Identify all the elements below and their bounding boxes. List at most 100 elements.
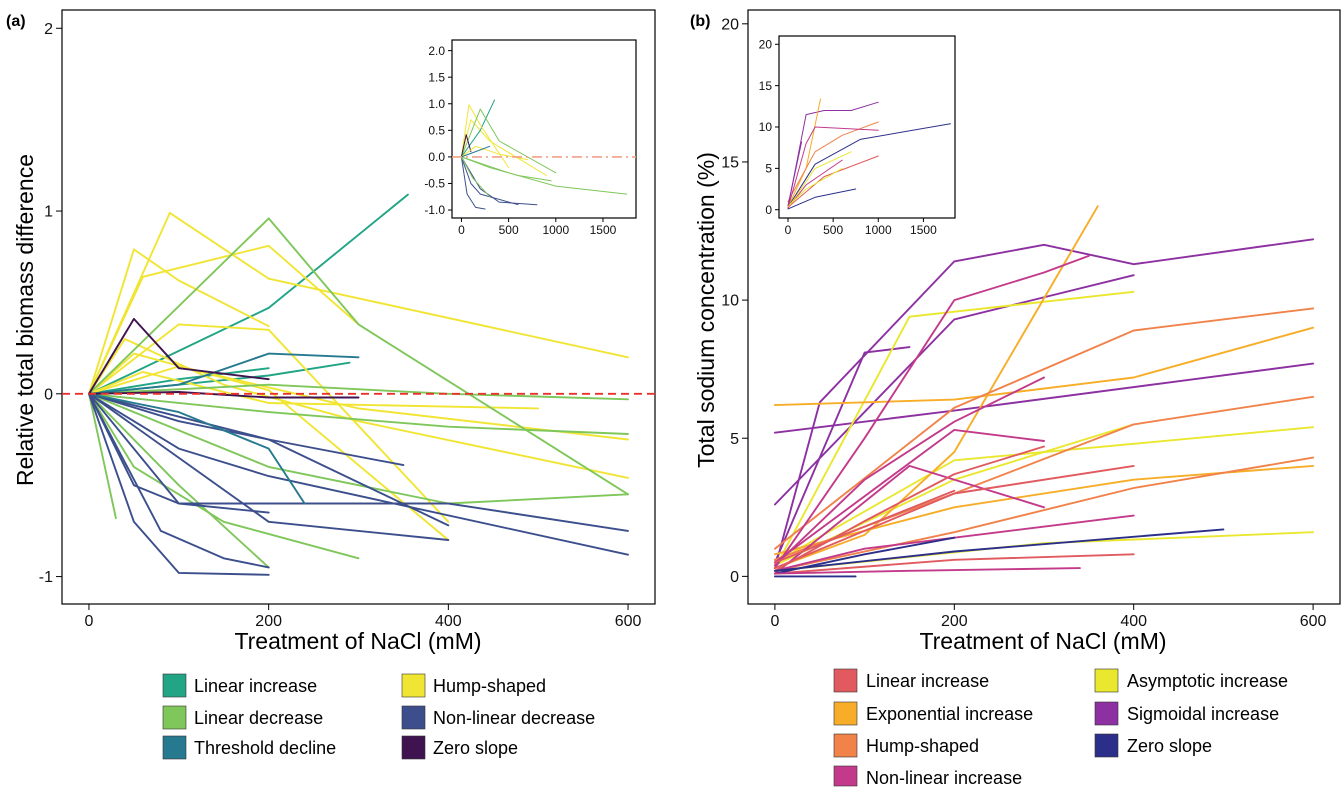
panel-a-series-line (88, 392, 306, 505)
legend-label: Non-linear increase (866, 768, 1022, 787)
panel-a-series-line (88, 317, 270, 395)
panel-a-series-line (88, 391, 360, 399)
legend-swatch (833, 765, 858, 787)
panel-b-inset-ytick-label: 0 (765, 203, 772, 217)
panel-a-series-line (88, 392, 270, 514)
panel-a-series-line (88, 392, 629, 556)
panel-b-series-line (773, 445, 1045, 572)
panel-a-inset-ytick-label: 1.0 (428, 97, 445, 111)
panel-b-inset-ytick-label: 20 (759, 37, 773, 51)
panel-b-inset-series-line (787, 101, 879, 208)
panel-b-series-line (773, 290, 1135, 570)
legend-label: Exponential increase (866, 704, 1033, 724)
panel-a-label: (a) (6, 13, 26, 30)
panel-b-label: (b) (690, 13, 710, 30)
panel-a-inset-series-line (460, 156, 538, 206)
panel-a-inset-series-line (460, 156, 519, 206)
panel-b-inset-series-line (787, 167, 843, 207)
panel-a-inset-series-line (460, 104, 510, 168)
panel-b-inset-ytick-label: 5 (765, 162, 772, 176)
panel-a-inset-series-line (460, 145, 491, 158)
panel-b-series-line (773, 428, 1045, 564)
panel-a-xtick-label: 0 (85, 613, 94, 630)
panel-b-series-line (773, 362, 1315, 434)
legend-swatch (1094, 701, 1119, 726)
panel-b-xtick-label: 200 (941, 613, 968, 630)
panel-b-inset-xtick-label: 500 (823, 223, 843, 237)
panel-a-series-line (88, 392, 629, 435)
panel-b-ytick-label: 10 (721, 293, 739, 310)
legend-label: Hump-shaped (866, 736, 979, 756)
legend-swatch (162, 735, 187, 760)
panel-a-ytick-label: 2 (44, 21, 53, 38)
panel-a-series-line (88, 392, 629, 532)
panel-a-inset-ytick-label: 2.0 (428, 44, 445, 58)
panel-a-xtick-label: 400 (435, 613, 462, 630)
panel-b-inset-xtick-label: 0 (785, 223, 792, 237)
legend-swatch (833, 668, 858, 693)
panel-a-ytick-label: -1 (39, 569, 53, 586)
panel-a-inset-ytick-label: 1.5 (428, 70, 445, 84)
panel-b-series-line (773, 456, 1315, 572)
panel-b-series-line (773, 553, 1135, 575)
legend-swatch (401, 673, 426, 698)
panel-b-series-line (773, 274, 1135, 506)
legend-label: Sigmoidal increase (1127, 704, 1279, 724)
panel-a-inset-xtick-label: 0 (458, 223, 465, 237)
panel-b-series-line (773, 464, 1135, 570)
legend-label: Zero slope (1127, 736, 1212, 756)
panel-a-inset-series-line (460, 99, 495, 158)
panel-a-inset-xtick-label: 1500 (590, 223, 617, 237)
panel-b-inset-series-line (787, 151, 852, 209)
panel-b-inset-ytick-label: 10 (759, 120, 773, 134)
panel-a-inset-ytick-label: 0.0 (428, 150, 445, 164)
legend-swatch (1094, 668, 1119, 693)
panel-b-series-line (773, 536, 956, 575)
panel-b-series-line (773, 489, 956, 564)
panel-a-series-line (88, 392, 270, 569)
panel-a-series-line (88, 248, 270, 395)
panel-a-series-line (88, 383, 629, 401)
panel-a-inset-ytick-label: -0.5 (424, 177, 445, 191)
panel-a-series-line (88, 367, 270, 395)
legend-swatch (833, 733, 858, 758)
legend-label: Linear increase (866, 671, 989, 691)
panel-b-series-line (773, 464, 1045, 575)
panel-b-inset-series-line (787, 188, 857, 210)
panel-a-inset-series-line (460, 156, 552, 182)
panel-b-inset-frame (778, 35, 956, 219)
legend-label: Threshold decline (194, 738, 336, 758)
legend-label: Hump-shaped (433, 676, 546, 696)
panel-b-xtick-label: 0 (770, 613, 779, 630)
panel-a-series-line (88, 392, 360, 560)
legend-label: Linear decrease (194, 708, 323, 728)
legend-swatch (162, 705, 187, 730)
panel-b-inset-xtick-label: 1500 (910, 223, 937, 237)
panel-a-inset-series-line (460, 156, 491, 198)
panel-a-series-line (88, 392, 270, 576)
panel-b-ytick-label: 5 (730, 431, 739, 448)
panel-a-series-line (88, 323, 450, 523)
panel-b-xtick-label: 600 (1300, 613, 1327, 630)
panel-a-inset-xtick-label: 1000 (542, 223, 569, 237)
panel-a-series-line (88, 244, 360, 395)
panel-b-legend: Linear increase Asymptotic increase Expo… (833, 668, 1288, 787)
panel-b-series-line (773, 376, 1045, 567)
panel-a-inset-ytick-label: -1.0 (424, 203, 445, 217)
panel-a-series-line (88, 352, 360, 395)
legend-label: Linear increase (194, 676, 317, 696)
panel-b-series-line (773, 238, 1315, 570)
panel-b-ytick-label: 20 (721, 16, 739, 33)
panel-a-xtick-label: 200 (255, 613, 282, 630)
panel-a-series-line (88, 338, 629, 479)
panel-a-ytick-label: 1 (44, 204, 53, 221)
panel-b-inset-series-line (787, 121, 879, 202)
panel-a-legend: Linear increase Hump-shaped Linear decre… (162, 673, 595, 760)
panel-b-xtick-label: 400 (1120, 613, 1147, 630)
panel-a-inset-xtick-label: 500 (499, 223, 519, 237)
legend-swatch (162, 673, 187, 698)
panel-a-series-line (88, 365, 629, 441)
legend-label: Zero slope (433, 738, 518, 758)
legend-swatch (1094, 733, 1119, 758)
